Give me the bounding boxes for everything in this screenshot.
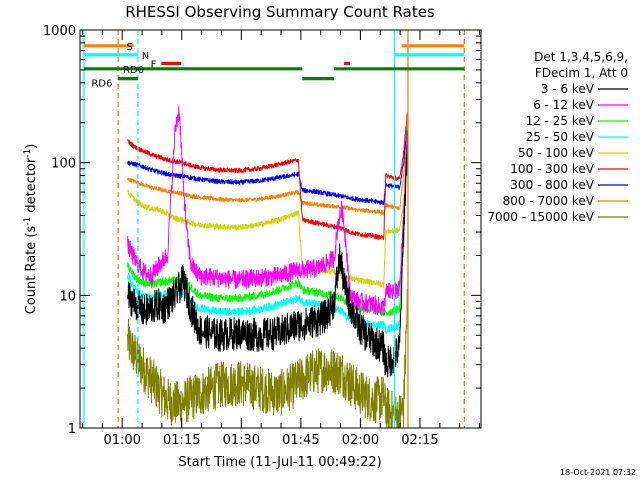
x-tick-label: 01:30 (223, 433, 260, 448)
status-flag-label-rd0: RD0 (123, 65, 144, 76)
y-tick-label: 1 (68, 422, 76, 437)
axis-ticks: 01:00 01:15 01:30 01:45 02:00 02:15 1 10 100 1000 (43, 24, 481, 448)
series-line-800to7000keV (127, 121, 408, 215)
series-line-7000to15000keV (127, 288, 408, 428)
status-flag-label-f: F (151, 59, 157, 70)
y-axis-label-part: ) (24, 144, 39, 149)
x-tick-label: 02:15 (401, 433, 438, 448)
y-axis-label: Count Rate (s-1 detector-1) (23, 144, 39, 315)
legend-entry-label: 25 - 50 keV (526, 130, 595, 144)
status-flag-label-s: S (126, 42, 132, 53)
series-line-50to100keV (127, 120, 408, 288)
y-axis-label-superscript: -1 (23, 149, 33, 158)
chart-title: RHESSI Observing Summary Count Rates (125, 3, 435, 21)
series-line-3to6keV (127, 130, 408, 378)
plot-area: SNF RD0 RD6 (83, 30, 465, 428)
x-tick-label: 01:00 (103, 433, 140, 448)
legend-entry-label: 300 - 800 keV (510, 178, 594, 192)
legend-entry-label: 3 - 6 keV (541, 82, 595, 96)
y-axis-label-part: detector (24, 157, 39, 217)
footer-timestamp: 18-Oct-2021 07:32 (560, 468, 636, 477)
legend-entry-label: 100 - 300 keV (510, 162, 594, 176)
y-tick-label: 1000 (43, 24, 76, 39)
series-line-6to12keV (127, 105, 408, 316)
y-tick-label: 100 (51, 157, 76, 172)
status-flag-label-rd6: RD6 (91, 79, 112, 90)
series-line-100to300keV (127, 112, 408, 241)
legend-entry-label: 6 - 12 keV (533, 98, 595, 112)
y-tick-label: 10 (59, 289, 76, 304)
legend-entries: 3 - 6 keV 6 - 12 keV 12 - 25 keV 25 - 50 ke… (487, 82, 628, 224)
x-axis-label: Start Time (11-Jul-11 00:49:22) (178, 455, 381, 470)
legend-entry-label: 50 - 100 keV (518, 146, 595, 160)
y-axis-label-part: Count Rate (s (24, 226, 39, 315)
series-line-12to25keV (127, 139, 408, 316)
legend-entry-label: 7000 - 15000 keV (487, 210, 594, 224)
y-axis-label-superscript: -1 (23, 217, 33, 226)
x-tick-label: 01:15 (163, 433, 200, 448)
x-tick-label: 02:00 (342, 433, 379, 448)
plot-frame (79, 29, 482, 429)
legend-entry-label: 12 - 25 keV (526, 114, 595, 128)
plot-data (127, 105, 408, 428)
series-line-300to800keV (127, 124, 408, 206)
legend-header-line: Det 1,3,4,5,6,9, (534, 50, 628, 64)
legend-header-line: FDecim 1, Att 0 (535, 66, 628, 80)
status-flag-label-n: N (142, 51, 149, 62)
x-tick-label: 01:45 (282, 433, 319, 448)
legend: Det 1,3,4,5,6,9, FDecim 1, Att 0 3 - 6 k… (487, 50, 628, 224)
legend-entry-label: 800 - 7000 keV (503, 194, 595, 208)
